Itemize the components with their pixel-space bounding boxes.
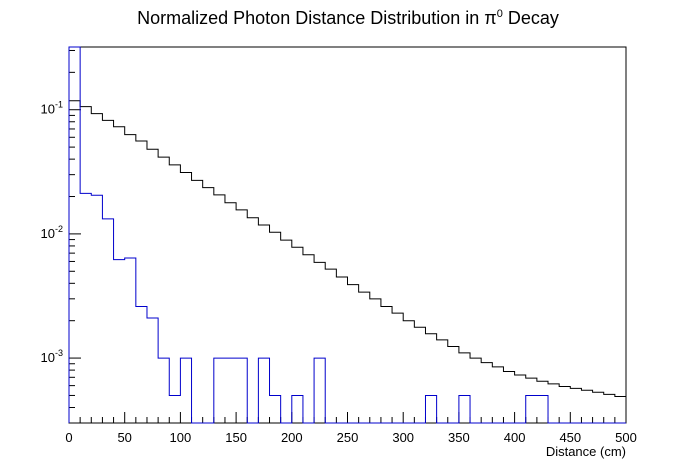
chart-title-tail: Decay <box>502 8 559 28</box>
x-tick-label: 450 <box>559 430 581 445</box>
x-axis-label: Distance (cm) <box>546 444 626 459</box>
y-tick-label: 10-1 <box>41 100 63 117</box>
x-tick-label: 0 <box>65 430 72 445</box>
x-tick-label: 300 <box>392 430 414 445</box>
x-tick-label: 350 <box>448 430 470 445</box>
x-tick-label: 50 <box>117 430 131 445</box>
x-tick-label: 500 <box>615 430 637 445</box>
chart-title: Normalized Photon Distance Distribution … <box>0 8 696 29</box>
x-tick-label: 100 <box>170 430 192 445</box>
histogram-series-1 <box>68 100 626 423</box>
plot-frame <box>68 46 627 424</box>
chart-title-main: Normalized Photon Distance Distribution … <box>137 8 497 28</box>
x-tick-label: 400 <box>504 430 526 445</box>
x-tick-label: 250 <box>337 430 359 445</box>
y-tick-label: 10-2 <box>41 224 63 241</box>
x-tick-label: 200 <box>281 430 303 445</box>
chart-title-superscript: 0 <box>496 8 503 20</box>
y-tick-label: 10-3 <box>41 348 63 365</box>
histogram-series-2 <box>68 46 626 424</box>
x-tick-label: 150 <box>225 430 247 445</box>
